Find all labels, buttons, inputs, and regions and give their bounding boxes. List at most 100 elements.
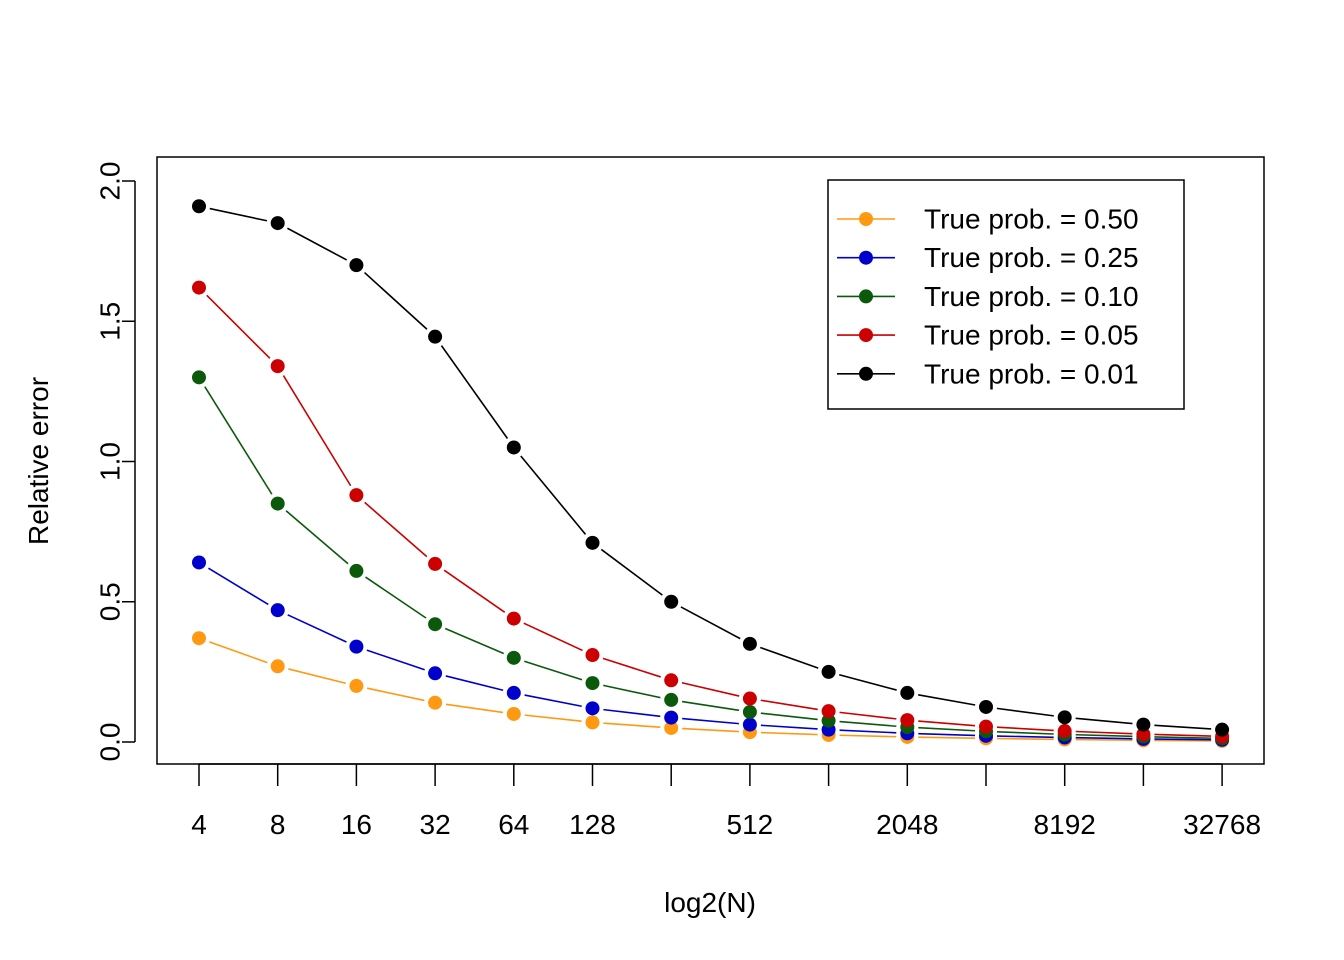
legend-box [827,179,1185,410]
data-point [585,676,600,691]
x-tick-label: 16 [341,809,372,840]
series-line-segment [996,707,1054,717]
data-point [821,704,836,719]
data-point [506,440,521,455]
legend: True prob. = 0.50 True prob. = 0.25 True p… [827,179,1185,410]
series-line-segment [366,649,425,671]
y-tick-label: 0.0 [95,723,126,762]
series-line-segment [600,548,663,596]
series-line-segment [680,606,741,640]
series-line-segment [760,731,818,736]
series-line-segment [443,569,506,613]
series-line-segment [918,732,976,737]
series-line-segment [681,681,740,697]
data-point [900,685,915,700]
legend-label: True prob. = 0.01 [924,358,1139,389]
series-line-segment [759,646,819,669]
data-point [585,648,600,663]
legend-entry: True prob. = 0.01 [837,358,1139,389]
y-tick-label: 1.0 [95,442,126,481]
series-line-segment [445,675,504,692]
series-line-segment [364,271,428,330]
series-line-segment [839,673,897,691]
data-point [192,199,206,214]
series-line-segment [287,227,348,261]
data-point [192,280,206,295]
data-point [585,701,600,716]
legend-label: True prob. = 0.05 [924,320,1139,351]
series-line-segment [366,687,425,702]
series-4 [192,199,1230,737]
y-axis-title: Relative error [23,377,54,545]
series-line-segment [918,726,976,732]
series-line-segment [918,720,976,727]
data-point [192,555,206,570]
legend-marker [859,289,873,304]
data-point [506,706,521,721]
data-point [585,535,600,550]
series-line-segment [524,714,582,722]
series-line-segment [839,711,897,720]
data-point [428,329,443,344]
x-tick-label: 8192 [1034,809,1096,840]
series-line-segment [444,627,505,655]
legend-entry: True prob. = 0.25 [837,242,1139,273]
series-line-segment [1154,738,1212,741]
series-line-segment [996,726,1054,732]
data-point [979,699,993,714]
series-line-segment [1075,736,1133,740]
series-line-segment [1154,724,1212,730]
series-1 [192,555,1230,747]
data-point [270,603,285,618]
y-tick-label: 0.5 [95,582,126,621]
series-line-segment [681,700,740,712]
series-line-segment [682,727,739,733]
data-point [664,710,679,725]
data-point [742,636,757,651]
data-point [270,216,285,231]
y-tick-label: 1.5 [95,302,126,341]
series-line-segment [918,736,976,739]
series-line-segment [996,730,1054,735]
legend-marker [859,328,873,343]
series-line-segment [603,708,661,718]
series-line-segment [1075,717,1133,725]
series-line-segment [440,345,509,439]
legend-label: True prob. = 0.25 [924,242,1139,273]
data-point [585,715,600,730]
data-point [1057,710,1072,725]
series-line-segment [288,668,346,685]
data-point [506,650,521,665]
data-point [664,692,679,707]
x-tick-label: 128 [569,809,616,840]
data-point [900,713,915,728]
series-line-segment [209,207,268,222]
series-line-segment [682,717,740,725]
series-line-segment [365,576,427,619]
legend-label: True prob. = 0.10 [924,281,1139,312]
data-point [506,611,521,626]
series-line-segment [1075,733,1133,738]
data-point [742,704,757,719]
series-line-segment [206,294,271,359]
legend-entry: True prob. = 0.50 [837,204,1139,235]
series-line-segment [287,614,347,643]
series-line-segment [207,567,269,606]
data-point [270,496,285,511]
legend-entry: True prob. = 0.10 [837,281,1139,312]
data-point [742,691,757,706]
data-point [664,594,679,609]
series-line-segment [1075,738,1133,741]
x-tick-label: 2048 [876,809,938,840]
x-tick-label: 512 [727,809,774,840]
data-point [428,556,443,571]
series-line-segment [520,455,587,535]
series-line-segment [602,657,661,678]
data-point [1057,724,1072,739]
data-point [979,719,993,734]
data-point [349,678,364,693]
data-point [664,673,679,688]
data-point [349,639,364,654]
x-tick-label: 32 [420,809,451,840]
